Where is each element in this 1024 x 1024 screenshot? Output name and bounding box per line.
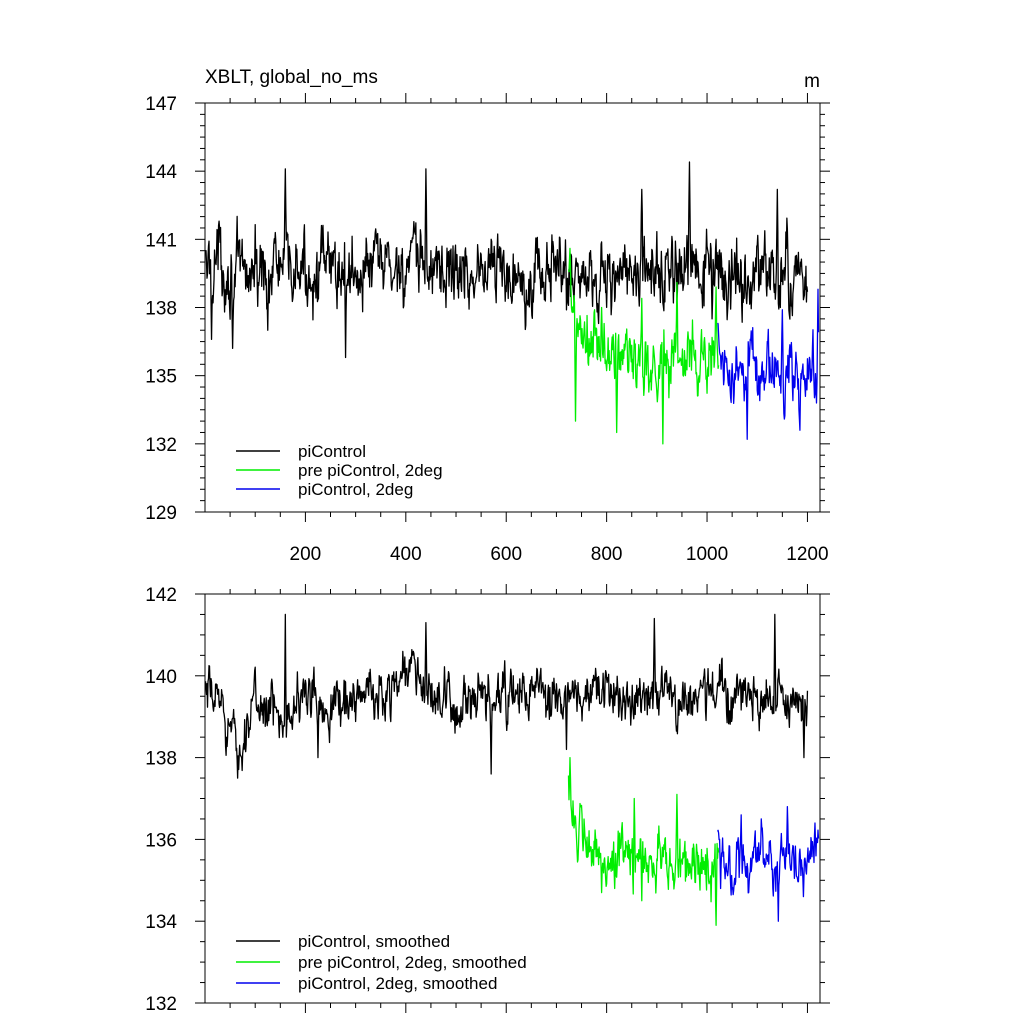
y-tick-label: 129 [145,503,177,524]
series-line-pre-picontrol-2deg [567,247,720,445]
series-line-picontrol [204,161,809,359]
y-tick-label: 134 [145,912,177,933]
chart-panel-2: 132 134 136 138 140 142 piControl, smoothed pre… [145,584,830,1015]
units-label: m [804,71,820,92]
y-tick-label: 138 [145,299,177,320]
chart-title: XBLT, global_no_ms [205,67,378,88]
x-tick-label: 800 [591,544,623,565]
y-tick-label: 136 [145,830,177,851]
series-line-picontrol-2deg-smoothed [716,806,820,922]
x-tick-label: 600 [490,544,522,565]
y-tick-label: 144 [145,162,177,183]
x-tick-label: 200 [290,544,322,565]
x-tick-label: 1200 [786,544,828,565]
y-tick-label: 138 [145,749,177,770]
y-tick-label: 132 [145,994,177,1015]
legend-label: piControl, smoothed [298,932,450,951]
series-line-picontrol-smoothed [204,613,809,779]
x-tick-label: 400 [390,544,422,565]
series-line-pre-picontrol-2deg-smoothed [567,756,720,926]
x-tick-label: 1000 [686,544,728,565]
legend-label: pre piControl, 2deg, smoothed [298,953,527,972]
y-tick-label: 135 [145,367,177,388]
y-tick-label: 141 [145,230,177,251]
y-tick-label: 140 [145,667,177,688]
chart-panel-1: 200 400 600 800 1000 1200 129 132 135 138 141 144 14… [145,67,830,565]
legend-label: piControl, 2deg [298,480,413,499]
legend-label: pre piControl, 2deg [298,461,443,480]
y-tick-label: 147 [145,94,177,115]
series-line-picontrol-2deg [717,288,820,440]
y-tick-label: 142 [145,585,177,606]
y-tick-label: 132 [145,435,177,456]
legend: piControl, smoothed pre piControl, 2deg, … [236,932,527,993]
legend-label: piControl [298,442,366,461]
legend-label: piControl, 2deg, smoothed [298,974,497,993]
